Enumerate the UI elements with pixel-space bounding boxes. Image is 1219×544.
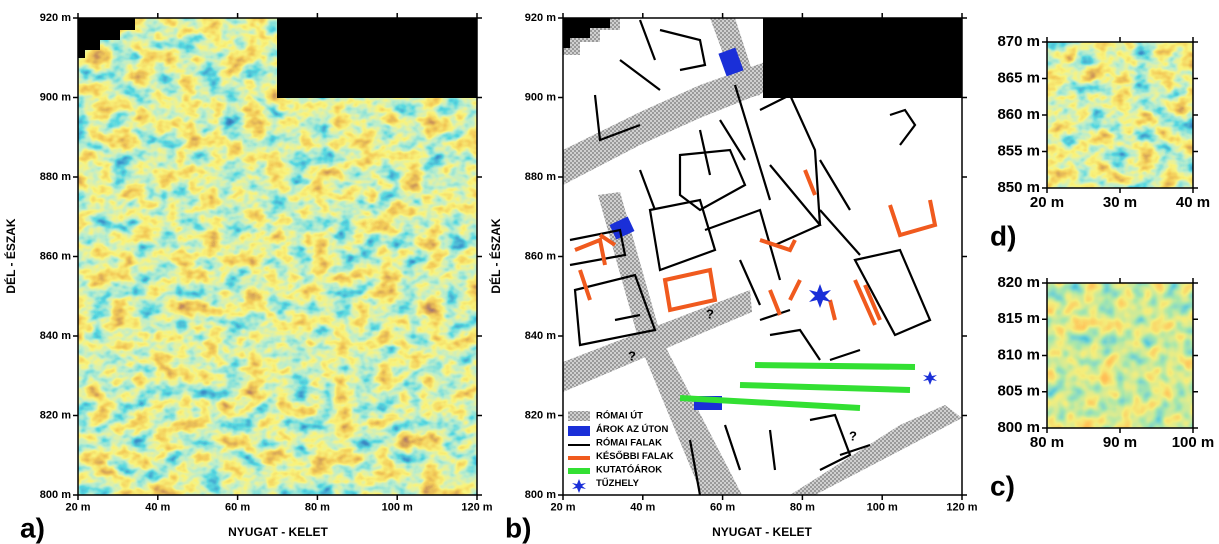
y-tick-label: 840 m	[40, 330, 71, 342]
y-tick-label: 800 m	[525, 489, 556, 501]
y-tick-label: 805 m	[997, 383, 1040, 400]
magnetic-map-detail	[1047, 283, 1193, 428]
x-tick-label: 90 m	[1103, 434, 1137, 451]
panel-label: c)	[990, 470, 1015, 501]
x-tick-label: 60 m	[225, 502, 250, 514]
legend-label: TŰZHELY	[596, 477, 640, 489]
magnetic-map-detail	[1047, 42, 1193, 188]
x-tick-label: 20 m	[550, 502, 575, 514]
x-tick-label: 80 m	[790, 502, 815, 514]
x-tick-label: 60 m	[710, 502, 735, 514]
x-tick-label: 40 m	[630, 502, 655, 514]
no-data-area	[277, 18, 477, 98]
legend-label: KÉSŐBBI FALAK	[596, 450, 674, 462]
x-tick-label: 20 m	[65, 502, 90, 514]
annotation: ?	[849, 428, 857, 443]
y-axis-label: DÉL - ÉSZAK	[488, 218, 503, 293]
y-tick-label: 860 m	[997, 106, 1040, 123]
x-tick-label: 100 m	[382, 502, 413, 514]
x-tick-label: 80 m	[305, 502, 330, 514]
panel-label: a)	[20, 512, 45, 543]
y-tick-label: 840 m	[525, 330, 556, 342]
x-axis-label: NYUGAT - KELET	[712, 525, 812, 539]
y-tick-label: 865 m	[997, 69, 1040, 86]
figure: 20 m 40 m 60 m 80 m 100 m 120 m 800 m 820 m 840 …	[0, 0, 1219, 544]
x-tick-label: 30 m	[1103, 194, 1137, 211]
panel-label: d)	[990, 220, 1016, 251]
y-tick-label: 810 m	[997, 346, 1040, 363]
y-tick-label: 860 m	[525, 250, 556, 262]
y-tick-label: 920 m	[40, 12, 71, 24]
y-tick-label: 920 m	[525, 12, 556, 24]
y-tick-label: 800 m	[997, 419, 1040, 436]
panel-label: b)	[505, 512, 531, 543]
annotation: ?	[706, 306, 714, 321]
annotation: ?	[628, 348, 636, 363]
x-tick-label: 40 m	[1176, 194, 1210, 211]
legend-label: KUTATÓÁROK	[596, 464, 662, 476]
y-tick-label: 880 m	[40, 171, 71, 183]
x-tick-label: 120 m	[946, 502, 977, 514]
y-tick-label: 800 m	[40, 489, 71, 501]
x-tick-label: 100 m	[1172, 434, 1215, 451]
legend-label: ÁROK AZ ÚTON	[596, 423, 668, 435]
y-tick-label: 855 m	[997, 142, 1040, 159]
y-tick-label: 850 m	[997, 179, 1040, 196]
legend-label: RÓMAI FALAK	[596, 437, 662, 449]
x-tick-label: 100 m	[867, 502, 898, 514]
y-tick-label: 820 m	[525, 409, 556, 421]
y-tick-label: 900 m	[40, 91, 71, 103]
y-tick-label: 820 m	[40, 409, 71, 421]
y-tick-label: 880 m	[525, 171, 556, 183]
y-axis-label: DÉL - ÉSZAK	[3, 218, 18, 293]
x-tick-label: 80 m	[1030, 434, 1064, 451]
y-tick-label: 870 m	[997, 33, 1040, 50]
x-tick-label: 40 m	[145, 502, 170, 514]
y-tick-label: 820 m	[997, 274, 1040, 291]
y-tick-label: 815 m	[997, 310, 1040, 327]
y-tick-label: 900 m	[525, 91, 556, 103]
legend-label: RÓMAI ÚT	[596, 410, 643, 422]
x-axis-label: NYUGAT - KELET	[228, 525, 328, 539]
x-tick-label: 20 m	[1030, 194, 1064, 211]
y-tick-label: 860 m	[40, 250, 71, 262]
x-tick-label: 120 m	[461, 502, 492, 514]
